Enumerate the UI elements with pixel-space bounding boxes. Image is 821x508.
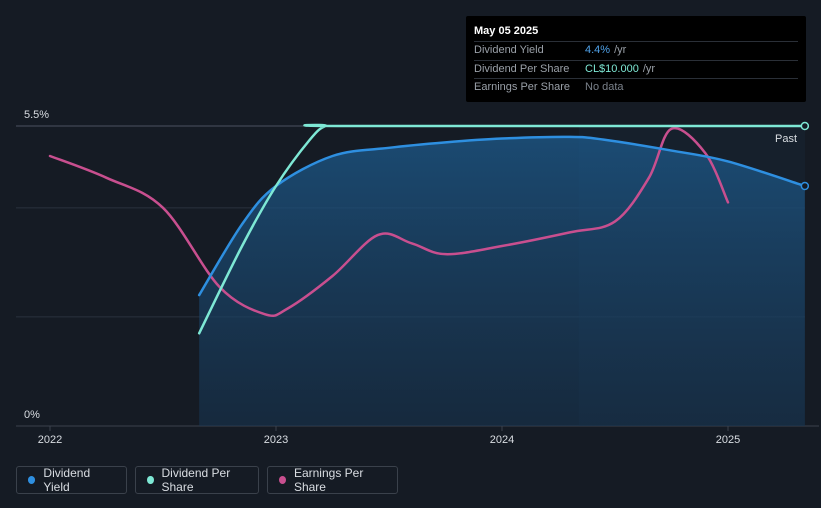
earnings-per-share-line bbox=[48, 126, 730, 318]
dividend-per-share-line bbox=[197, 123, 807, 335]
tooltip-label: Earnings Per Share bbox=[474, 81, 570, 93]
legend-earnings-per-share[interactable]: Earnings Per Share bbox=[267, 466, 398, 494]
legend-label: Dividend Yield bbox=[43, 466, 91, 494]
y-tick-label: 5.5% bbox=[24, 109, 49, 121]
dividend-yield-line bbox=[197, 135, 807, 297]
legend-dividend-per-share[interactable]: Dividend Per Share bbox=[135, 466, 259, 494]
tooltip-label: Dividend Per Share bbox=[474, 62, 570, 75]
tooltip-date: May 05 2025 bbox=[474, 25, 539, 37]
tooltip: May 05 2025 Dividend Yield 4.4% /yr Divi… bbox=[466, 16, 806, 102]
tooltip-row-dividend-yield: Dividend Yield 4.4% /yr bbox=[474, 41, 798, 60]
legend-dot-icon bbox=[147, 476, 154, 484]
tooltip-value: CL$10.000 bbox=[585, 62, 639, 75]
x-tick-label: 2024 bbox=[490, 434, 514, 446]
tooltip-value: 4.4% bbox=[585, 44, 611, 56]
tooltip-unit: /yr bbox=[614, 44, 627, 56]
legend-dividend-yield[interactable]: Dividend Yield bbox=[16, 466, 127, 494]
legend-label: Dividend Per Share bbox=[161, 466, 231, 494]
dividend-yield-endpoint bbox=[800, 181, 810, 191]
tooltip-unit: /yr bbox=[642, 62, 656, 75]
legend-dot-icon bbox=[28, 476, 36, 484]
dividend-per-share-endpoint bbox=[800, 121, 810, 131]
legend-dot-icon bbox=[279, 476, 286, 484]
tooltip-value: No data bbox=[585, 81, 624, 93]
legend: Dividend Yield Dividend Per Share Earnin… bbox=[16, 466, 398, 494]
dividend-yield-area bbox=[199, 136, 805, 426]
x-tick-label: 2023 bbox=[264, 434, 288, 446]
past-label: Past bbox=[775, 133, 797, 145]
y-tick-label: 0% bbox=[24, 409, 40, 421]
x-tick-label: 2022 bbox=[38, 434, 62, 446]
legend-label: Earnings Per Share bbox=[293, 466, 364, 494]
tooltip-label: Dividend Yield bbox=[474, 44, 544, 56]
tooltip-row-earnings-per-share: Earnings Per Share No data bbox=[474, 78, 798, 97]
x-tick-label: 2025 bbox=[716, 434, 740, 446]
tooltip-row-dividend-per-share: Dividend Per Share CL$10.000 /yr bbox=[474, 59, 798, 79]
